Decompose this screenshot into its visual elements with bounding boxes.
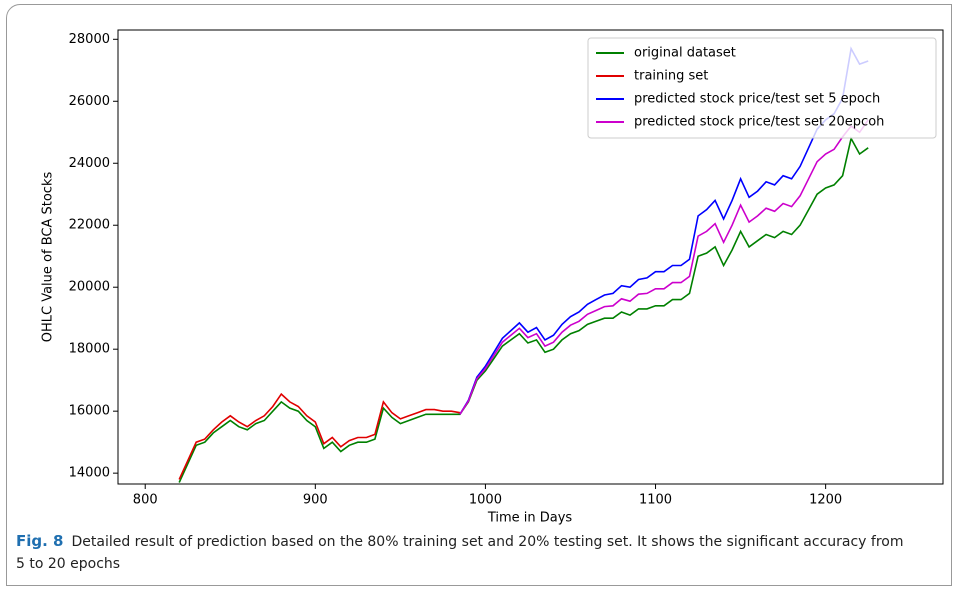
y-tick-label: 26000 — [69, 94, 110, 109]
y-tick-label: 22000 — [69, 218, 110, 233]
plot-frame — [117, 29, 944, 485]
series-line — [178, 392, 461, 480]
caption-text: Detailed result of prediction based on t… — [16, 534, 904, 572]
x-tick-label: 800 — [133, 493, 158, 508]
legend-box — [587, 37, 937, 139]
y-tick-label: 28000 — [69, 32, 110, 47]
chart: Time in Days OHLC Value of BCA Stocks 14… — [41, 29, 944, 526]
legend-label: predicted stock price/test set 20epcoh — [634, 115, 884, 130]
figure-frame — [6, 4, 952, 586]
y-tick-label: 24000 — [69, 156, 110, 171]
x-tick-label: 1200 — [809, 493, 842, 508]
legend-label: training set — [634, 69, 708, 84]
y-tick-label: 20000 — [69, 280, 110, 295]
caption: Fig. 8 Detailed result of prediction base… — [16, 530, 916, 575]
legend-label: original dataset — [634, 46, 736, 61]
x-tick-label: 1000 — [469, 493, 502, 508]
x-axis-label: Time in Days — [487, 511, 573, 526]
x-tick-label: 1100 — [639, 493, 672, 508]
y-tick-label: 14000 — [69, 466, 110, 481]
series-line — [178, 136, 869, 483]
legend-label: predicted stock price/test set 5 epoch — [634, 92, 880, 107]
series-line — [459, 46, 869, 415]
x-tick-label: 900 — [303, 493, 328, 508]
y-axis-label: OHLC Value of BCA Stocks — [41, 172, 56, 343]
y-tick-label: 16000 — [69, 404, 110, 419]
caption-label: Fig. 8 — [16, 532, 64, 550]
series-line — [459, 119, 869, 415]
y-tick-label: 18000 — [69, 342, 110, 357]
